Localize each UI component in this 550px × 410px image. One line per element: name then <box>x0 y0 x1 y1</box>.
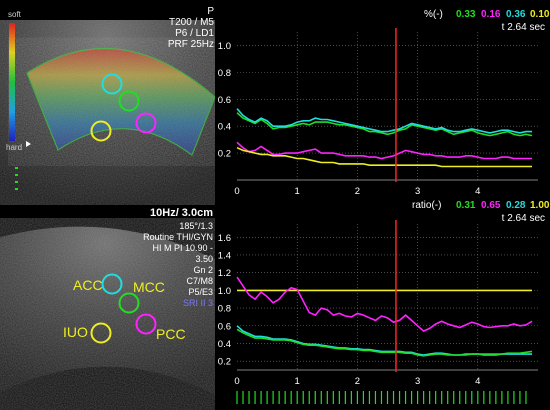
top-readout-yellow: 0.10 <box>530 9 550 20</box>
bottom-ytick-label: 0.2 <box>218 357 231 368</box>
top-readout-time: t 2.64 sec <box>502 22 545 33</box>
top-readout-cyan: 0.36 <box>506 9 526 20</box>
scale-soft-label: soft <box>8 10 22 19</box>
top-ytick-label: 1.0 <box>218 41 231 52</box>
roi-circle-cyan[interactable] <box>101 73 123 95</box>
bottom-grid <box>237 224 538 371</box>
param-gain: Gn 2 <box>193 265 213 275</box>
top-xtick-label: 0 <box>234 186 239 197</box>
timeline-ticks <box>236 391 527 404</box>
bottom-xtick-label: 2 <box>355 376 360 387</box>
top-ultrasound-image: soft hard P T200 / M5 P6 / LD1 PRF 25Hz <box>0 6 215 205</box>
top-series <box>236 108 533 168</box>
bottom-ytick-label: 0.4 <box>218 339 231 350</box>
top-ytick-label: 0.8 <box>218 68 231 79</box>
bottom-readout-magenta: 0.65 <box>481 200 501 211</box>
bottom-series-magenta <box>236 276 533 333</box>
roi-circle-magenta[interactable] <box>135 112 157 134</box>
param-persist: P5/E3 <box>188 287 213 297</box>
mode-label: P <box>207 6 214 17</box>
top-series-green <box>236 112 533 137</box>
bottom-series-green <box>236 328 533 357</box>
param-angle: 185°/1.3 <box>179 221 213 231</box>
roi-circle-yellow[interactable] <box>90 120 112 142</box>
bottom-xtick-label: 3 <box>415 376 420 387</box>
bottom-readout-yellow: 1.00 <box>530 200 550 211</box>
roi-label-mcc: MCC <box>133 279 165 295</box>
top-graph: %(-) 0.33 0.16 0.36 0.10 t 2.64 sec 0.20… <box>218 9 550 197</box>
bottom-ytick-label: 0.6 <box>218 321 231 332</box>
top-series-magenta <box>236 141 532 160</box>
top-xtick-label: 1 <box>295 186 300 197</box>
bottom-xtick-label: 1 <box>295 376 300 387</box>
bottom-ytick-label: 1.0 <box>218 286 231 297</box>
top-readout-green: 0.33 <box>456 9 476 20</box>
param-map: C7/M8 <box>186 276 213 286</box>
bottom-ytick-label: 1.6 <box>218 233 231 244</box>
top-series-cyan <box>236 108 532 134</box>
bottom-series <box>236 276 533 357</box>
bottom-xtick-label: 4 <box>475 376 480 387</box>
roi-circle-acc[interactable] <box>101 273 123 295</box>
roi-circle-green[interactable] <box>118 90 140 112</box>
top-readout-unit: %(-) <box>424 9 443 20</box>
scale-marker-icon <box>26 141 31 147</box>
param-preset: Routine THI/GYN <box>143 232 213 242</box>
top-readout-magenta: 0.16 <box>481 9 501 20</box>
param-line-1: T200 / M5 <box>169 17 214 28</box>
depth-markers <box>15 167 18 190</box>
top-ytick-label: 0.2 <box>218 149 231 160</box>
param-sri: SRI II 3 <box>183 298 213 308</box>
top-series-yellow <box>236 146 532 168</box>
bottom-ultrasound-image: 10Hz/ 3.0cm 185°/1.3 Routine THI/GYN HI … <box>0 207 215 410</box>
roi-circle-iuo[interactable] <box>90 322 112 344</box>
roi-circle-mcc[interactable] <box>118 292 140 314</box>
bottom-ytick-label: 1.2 <box>218 268 231 279</box>
scale-hard-label: hard <box>6 143 22 152</box>
bottom-tick-labels: 0.2 0.4 0.6 0.8 1.0 1.2 1.4 1.6 0 1 2 3 4 <box>218 233 481 387</box>
top-xtick-label: 4 <box>475 186 480 197</box>
param-line-3: PRF 25Hz <box>168 39 214 50</box>
roi-label-acc: ACC <box>73 277 103 293</box>
top-tick-labels: 0.2 0.4 0.6 0.8 1.0 0 1 2 3 4 <box>218 41 481 197</box>
bottom-readout-cyan: 0.28 <box>506 200 526 211</box>
bottom-readout-green: 0.31 <box>456 200 476 211</box>
freq-depth-label: 10Hz/ 3.0cm <box>150 207 213 219</box>
roi-circle-pcc[interactable] <box>135 313 157 335</box>
bottom-graph: ratio(-) 0.31 0.65 0.28 1.00 t 2.64 sec … <box>218 200 550 404</box>
bottom-ytick-label: 1.4 <box>218 250 231 261</box>
roi-label-iuo: IUO <box>63 324 88 340</box>
top-ytick-label: 0.4 <box>218 122 231 133</box>
bottom-readout-unit: ratio(-) <box>412 200 441 211</box>
top-xtick-label: 3 <box>415 186 420 197</box>
bottom-readout-time: t 2.64 sec <box>502 213 545 224</box>
param-line-2: P6 / LD1 <box>175 28 214 39</box>
param-power: HI M PI 10.90 - <box>152 243 213 253</box>
top-ytick-label: 0.6 <box>218 95 231 106</box>
param-power-2: 3.50 <box>195 254 213 264</box>
elasticity-scale-bar <box>9 23 15 141</box>
roi-label-pcc: PCC <box>156 326 186 342</box>
bottom-xtick-label: 0 <box>234 376 239 387</box>
bottom-ytick-label: 0.8 <box>218 304 231 315</box>
top-xtick-label: 2 <box>355 186 360 197</box>
